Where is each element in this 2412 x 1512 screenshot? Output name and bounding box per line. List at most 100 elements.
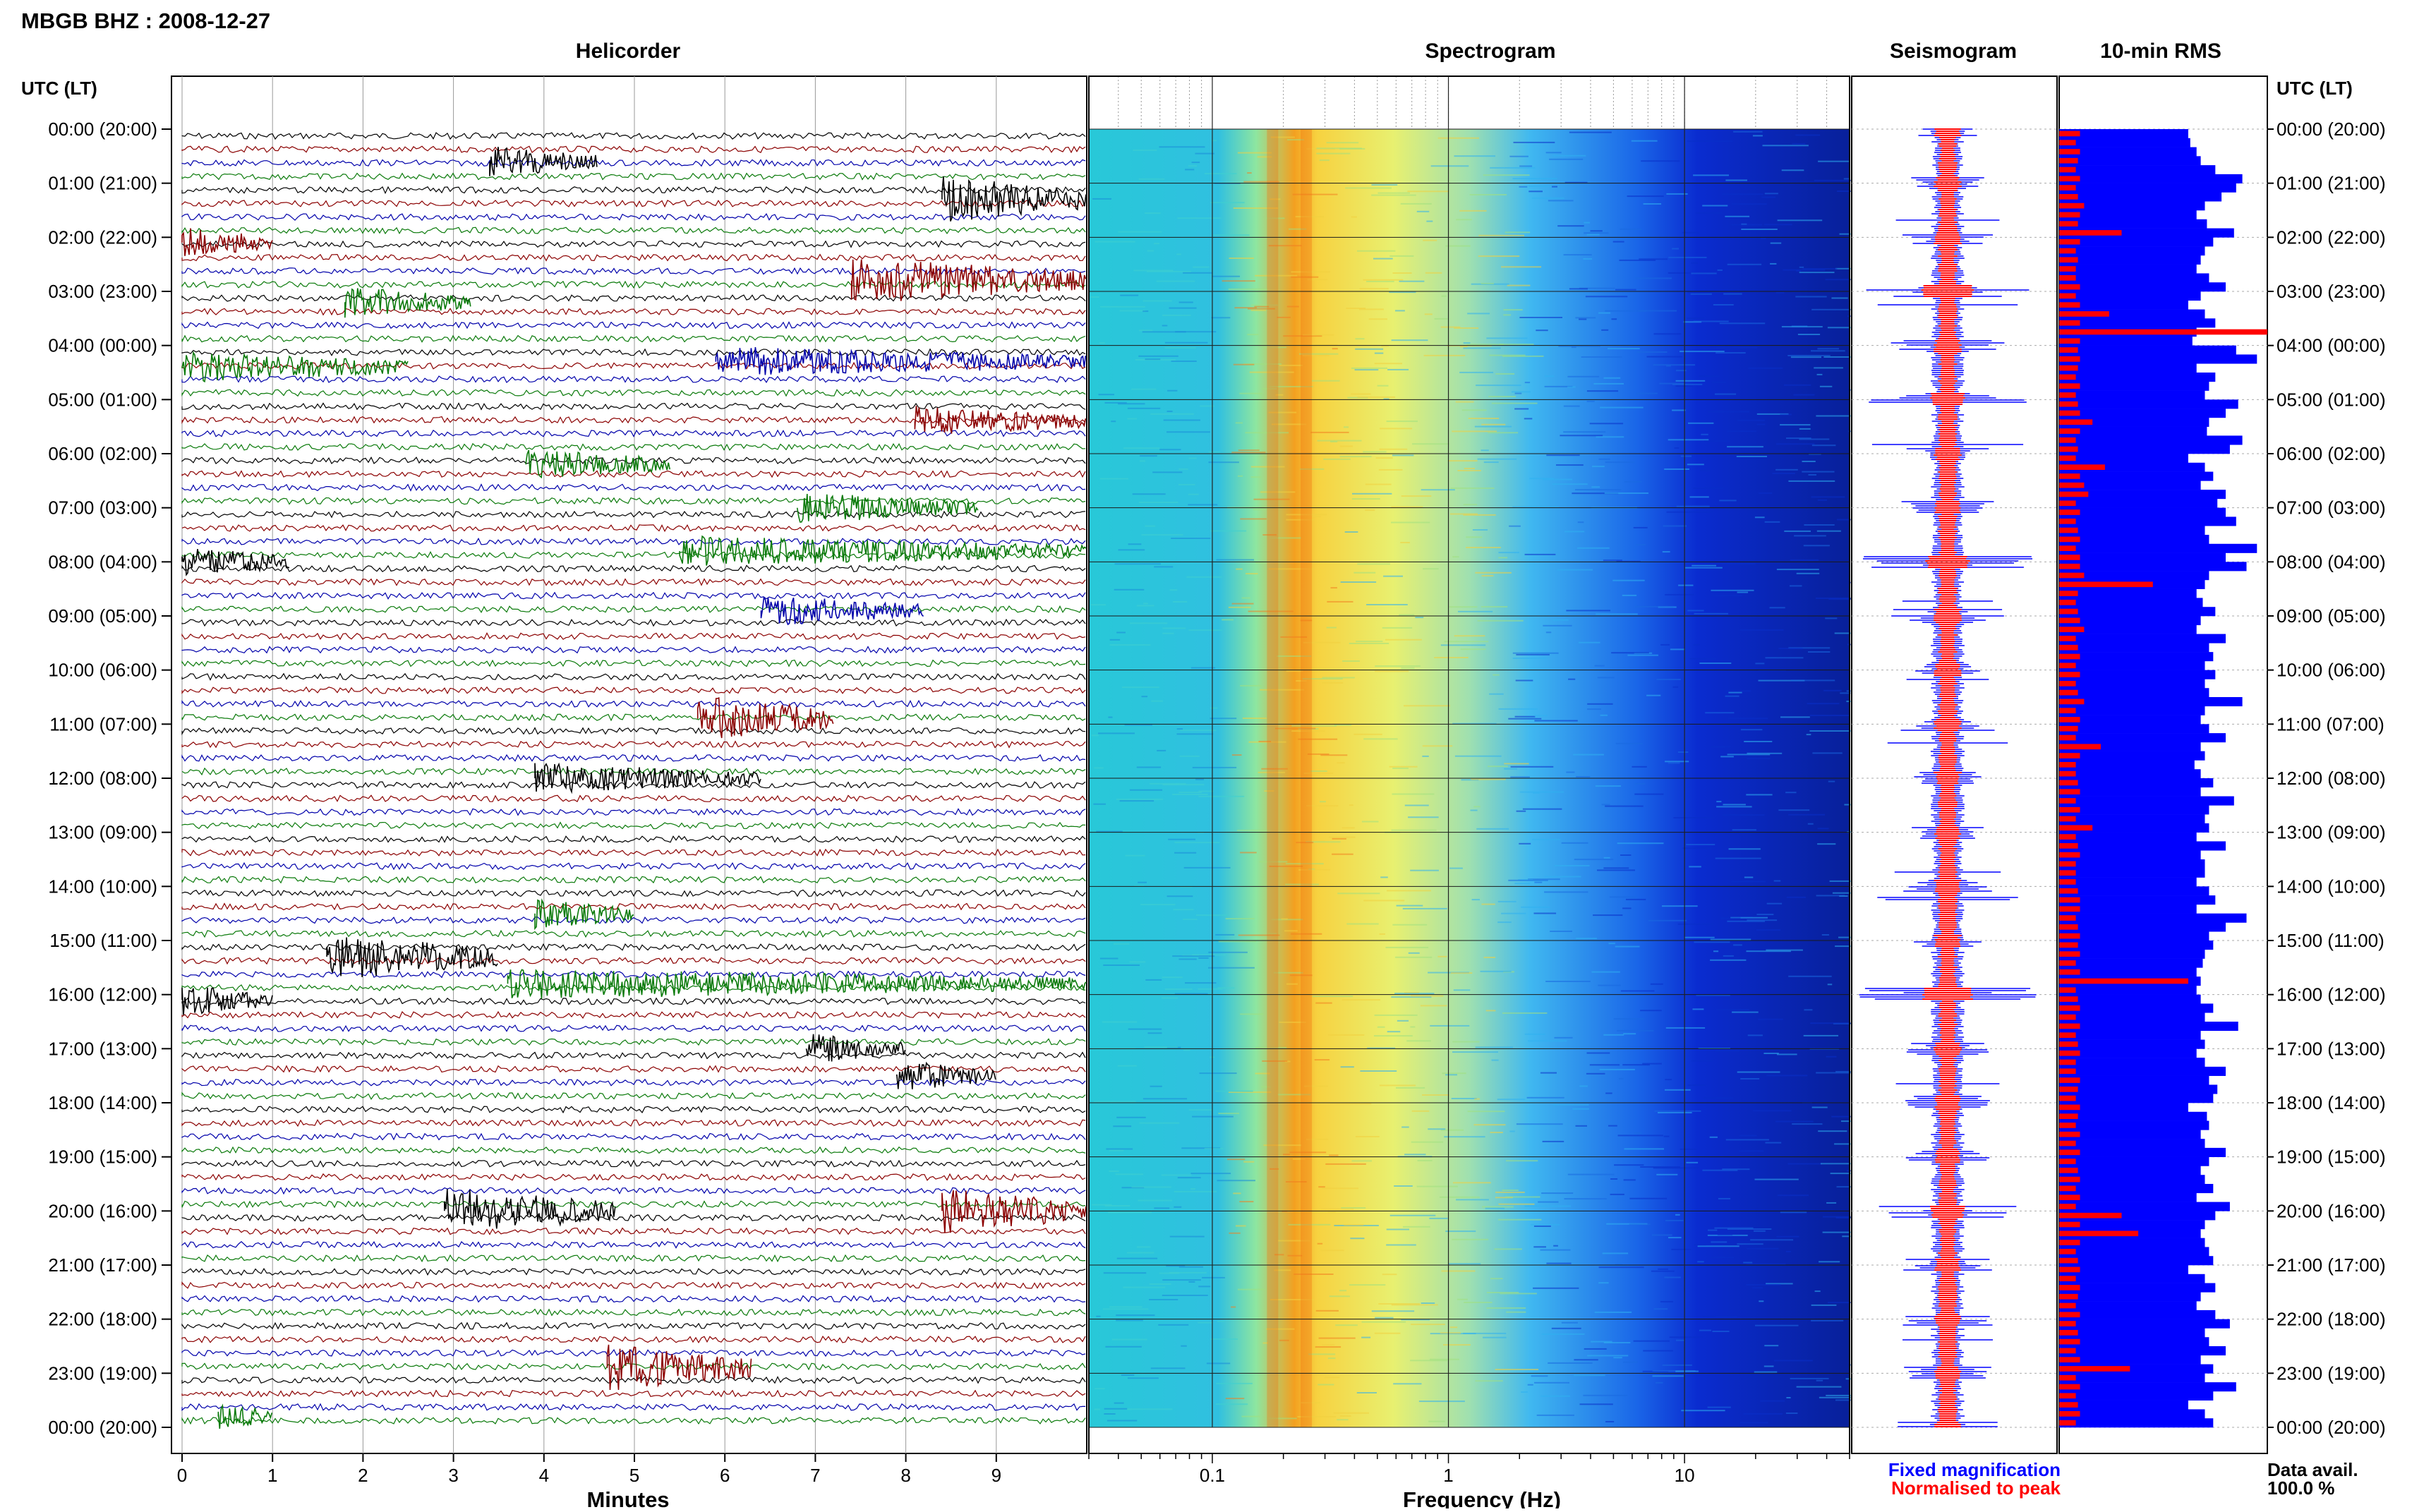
helicorder-trace (181, 1227, 1086, 1235)
rms-fixed-bar (2059, 1139, 2205, 1149)
spectrogram-streak (1581, 356, 1622, 358)
rms-fixed-bar (2059, 823, 2209, 833)
helicorder-trace (181, 199, 1086, 208)
rms-normalised-bar (2059, 491, 2089, 497)
spectrogram-streak (1603, 1342, 1631, 1343)
spectrogram-streak (1117, 1065, 1137, 1067)
spectrogram-streak (1799, 272, 1835, 274)
spectrogram-streak (1264, 790, 1274, 792)
rms-normalised-bar (2059, 1041, 2078, 1047)
spectrogram-streak (1708, 1229, 1718, 1231)
spectrogram-streak (1497, 921, 1512, 924)
spectrogram-streak (1273, 972, 1303, 974)
spectrogram-streak (1211, 317, 1231, 319)
helicorder-trace (181, 442, 1086, 452)
spectrogram-streak (1646, 694, 1661, 696)
spectrogram-streak (1680, 351, 1725, 353)
helicorder-trace (181, 524, 1086, 533)
spectrogram-streak (1747, 1034, 1763, 1036)
spectrogram-streak (1104, 1413, 1116, 1415)
rms-fixed-bar (2059, 1120, 2209, 1130)
row-label-left: 22:00 (18:00) (48, 1309, 157, 1330)
spectrogram-streak (1095, 1388, 1105, 1390)
spectrogram-streak (1508, 879, 1548, 881)
spectrogram-streak (1579, 287, 1615, 289)
spectrogram-streak (1275, 394, 1284, 396)
row-label-left: 05:00 (01:00) (48, 389, 157, 410)
spectrogram-streak (1759, 492, 1773, 494)
spectrogram-streak (1756, 413, 1789, 415)
spectrogram-streak (1461, 779, 1479, 781)
spectrogram-streak (1640, 1010, 1662, 1012)
spectrogram-streak (1643, 1350, 1673, 1352)
spectrogram-streak (1740, 1078, 1760, 1079)
spectrogram-streak (1653, 333, 1682, 335)
spectrogram-streak (1509, 155, 1528, 157)
spectrogram-streak (1758, 679, 1805, 682)
spectrogram-streak (1827, 1302, 1858, 1304)
spectrogram-streak (1531, 1375, 1548, 1377)
helicorder-trace (181, 361, 1086, 370)
spectrogram-streak (1519, 317, 1562, 318)
spectrogram-streak (1656, 1173, 1678, 1175)
spectrogram-streak (1455, 401, 1474, 403)
helicorder-trace (181, 510, 1086, 519)
spectrogram-streak (1687, 610, 1704, 612)
spectrogram-streak (1174, 1206, 1182, 1208)
rms-fixed-bar (2059, 607, 2216, 617)
spectrogram-streak (1387, 368, 1409, 370)
helicorder-event (181, 228, 273, 256)
spectrogram-streak (1118, 231, 1162, 233)
spectrogram-streak (1802, 268, 1838, 270)
helicorder-trace (181, 794, 1086, 803)
spectrogram-streak (1255, 1046, 1287, 1048)
spectrogram-streak (1831, 297, 1848, 299)
spectrogram-streak (1392, 272, 1412, 274)
spectrogram-streak (1662, 551, 1670, 553)
spectrogram-streak (1551, 1327, 1581, 1329)
spectrogram-streak (1640, 1166, 1680, 1168)
spectrogram-streak (1693, 487, 1724, 489)
rms-fixed-bar (2059, 409, 2226, 418)
spectrogram-streak (1790, 559, 1819, 561)
spectrogram-streak (1799, 266, 1804, 268)
spectrogram-streak (1519, 842, 1531, 845)
spectrogram-streak (1754, 1178, 1799, 1180)
spectrogram-streak (1577, 547, 1610, 549)
helicorder-trace (181, 767, 1086, 776)
helicorder-trace (181, 308, 1086, 316)
spectrogram-streak (1677, 751, 1689, 753)
rms-fixed-bar (2059, 1094, 2214, 1103)
spectrogram-streak (1363, 451, 1387, 453)
spectrogram-streak (1687, 317, 1705, 320)
spectrogram-streak (1392, 793, 1435, 795)
spectrogram-streak (1345, 187, 1392, 189)
helicorder-trace (181, 618, 1086, 627)
rms-normalised-bar (2059, 717, 2080, 722)
spectrogram-streak (1440, 644, 1486, 646)
spectrogram-streak (1766, 1283, 1793, 1285)
spectrogram-streak (1461, 409, 1487, 411)
spectrogram-streak (1533, 1287, 1579, 1289)
spectrogram-streak (1633, 526, 1648, 528)
rms-normalised-bar (2059, 627, 2085, 632)
helicorder-trace (181, 389, 1086, 397)
spectrogram-streak (1127, 418, 1137, 420)
spectrogram-streak (1754, 1371, 1778, 1373)
row-label-left: 00:00 (20:00) (48, 119, 157, 140)
rms-fixed-bar (2059, 373, 2216, 382)
rms-normalised-bar (2059, 1014, 2076, 1020)
spectrogram-streak (1711, 381, 1727, 383)
helicorder-traces (181, 132, 1086, 1425)
spectrogram-streak (1391, 521, 1430, 524)
spectrogram-streak (1210, 1338, 1238, 1340)
rms-normalised-bar (2059, 392, 2076, 398)
rms-fixed-bar (2059, 1075, 2209, 1085)
spectrogram-streak (1563, 254, 1592, 256)
spectrogram-streak (1439, 1196, 1480, 1198)
spectrogram-streak (1210, 202, 1245, 204)
spectrogram-streak (1109, 639, 1121, 641)
spectrogram-streak (1717, 1234, 1733, 1236)
spectrogram-streak (1269, 386, 1313, 387)
spectrogram-streak (1599, 1068, 1635, 1070)
